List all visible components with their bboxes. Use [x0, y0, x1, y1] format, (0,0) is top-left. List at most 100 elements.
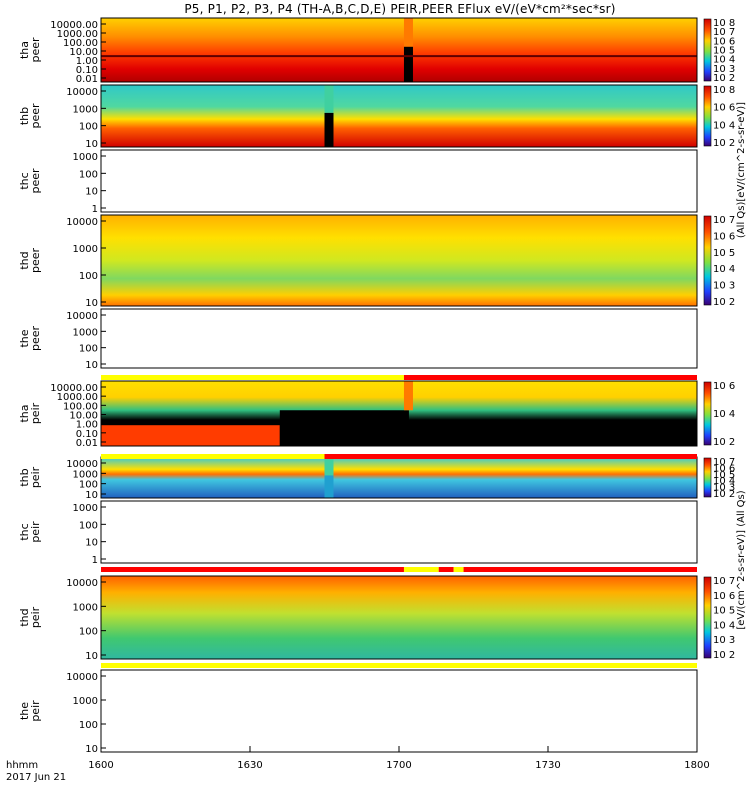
y-tick-label: 100.00: [63, 401, 98, 412]
colorbar-thb-peir: 10 710 610 510 410 310 2: [703, 457, 735, 500]
panel-frame: [100, 17, 698, 83]
y-tick-label: 10.00: [69, 411, 98, 422]
x-tick-label: 1700: [386, 760, 411, 771]
colorbar-tick-label: 10 3: [713, 635, 735, 646]
colorbar-tick-label: 10 7: [713, 215, 735, 226]
spectrogram-image: [101, 457, 697, 498]
mode-bar-segment: [101, 663, 697, 668]
panel-label: peir: [29, 402, 42, 424]
y-tick-label: 10000: [66, 672, 98, 683]
mode-bar-segment: [438, 567, 454, 572]
mode-bar-segment: [453, 567, 464, 572]
y-tick-label: 100: [79, 627, 98, 638]
flagged-column: [324, 85, 334, 113]
y-tick-label: 100.00: [63, 38, 98, 49]
colorbar-tick-label: 10 6: [713, 231, 735, 242]
panel-label: thc: [18, 172, 31, 189]
data-gap: [324, 112, 334, 147]
y-tick-label: 10000: [66, 459, 98, 470]
panel-label: thd: [18, 251, 31, 269]
y-tick-label: 1000.00: [57, 392, 98, 403]
colorbar-tick-label: 10 3: [713, 64, 735, 75]
colorbar-tick-label: 10 7: [713, 576, 735, 587]
y-tick-label: 10000: [66, 578, 98, 589]
colorbar-tick-label: 10 2: [713, 138, 735, 149]
y-tick-label: 100: [79, 344, 98, 355]
colorbar-tick-label: 10 4: [713, 120, 735, 131]
colorbar-tick-label: 10 4: [713, 620, 735, 631]
y-tick-label: 0.10: [76, 429, 98, 440]
mode-bar: [101, 454, 697, 459]
panel-frame: [100, 500, 698, 564]
colorbar-scale: [703, 576, 712, 659]
panel-label: peer: [29, 248, 42, 274]
y-tick-label: 1000: [73, 327, 98, 338]
mode-bar: [101, 567, 697, 572]
panel-label: peer: [29, 37, 42, 63]
colorbar-scale: [703, 85, 712, 147]
colorbar-tick-label: 10 2: [713, 297, 735, 308]
y-tick-label: 0.01: [76, 74, 98, 85]
mode-bar: [101, 663, 697, 668]
x-tick-label: 1730: [535, 760, 560, 771]
panel-frame: [100, 380, 698, 447]
y-tick-label: 1000: [73, 503, 98, 514]
y-tick-label: 100: [79, 520, 98, 531]
y-tick-label: 100: [79, 169, 98, 180]
chart-title: P5, P1, P2, P3, P4 (TH-A,B,C,D,E) PEIR,P…: [184, 2, 616, 16]
y-tick-label: 1000.00: [57, 29, 98, 40]
y-tick-label: 10: [85, 360, 98, 371]
panel-label: thd: [18, 608, 31, 626]
colorbar-tick-label: 10 5: [713, 46, 735, 57]
colorbar-tick-label: 10 2: [713, 73, 735, 84]
panel-label: thb: [18, 468, 31, 486]
mode-bar-segment: [101, 454, 325, 459]
x-tick-label: 1800: [684, 760, 709, 771]
colorbar-tick-label: 10 5: [713, 470, 735, 481]
x-axis-row-label: hhmm: [6, 760, 38, 771]
panel-label: thc: [18, 523, 31, 540]
colorbar-scale: [703, 381, 712, 446]
mode-bar: [101, 375, 697, 380]
data-gap: [403, 46, 413, 82]
y-tick-label: 10000: [66, 217, 98, 228]
y-tick-label: 10.00: [69, 47, 98, 58]
y-tick-label: 1000: [73, 244, 98, 255]
flagged-column: [403, 18, 413, 47]
y-tick-label: 10000: [66, 87, 98, 98]
colorbar-thd-peir: 10 7 10 6 10 5 10 4 10 3 10 2: [703, 576, 735, 661]
y-tick-label: 1000: [73, 602, 98, 613]
colorbar-thb-peer: 10 8 10 6 10 4 10 2: [703, 85, 735, 149]
y-tick-label: 100: [79, 271, 98, 282]
panel-label: the: [18, 702, 31, 720]
panel-frame: [100, 84, 698, 148]
colorbar-titles: (All Qs)[eV/(cm^2-s-sr-eV)] [eV/(cm^2-s-s…: [736, 102, 747, 630]
y-tick-label: 10: [85, 139, 98, 150]
panel-frame: [100, 575, 698, 660]
y-tick-label: 10: [85, 538, 98, 549]
colorbar-tick-label: 10 8: [713, 18, 735, 29]
y-tick-label: 1.00: [76, 420, 98, 431]
colorbar-tick-label: 10 3: [713, 281, 735, 292]
y-tick-label: 0.01: [76, 438, 98, 449]
y-tick-label: 10000: [66, 311, 98, 322]
colorbar-title-lower: [eV/(cm^2-s-sr-eV)] (All Qs): [736, 490, 747, 629]
spectrogram-image: [101, 85, 697, 147]
colorbar-tick-label: 10 6: [713, 36, 735, 47]
y-tick-label: 0.10: [76, 65, 98, 76]
y-tick-label: 10: [85, 490, 98, 501]
panel-label: peir: [29, 700, 42, 722]
spectrogram-panels: 10000.001000.00100.0010.001.000.100.01th…: [18, 17, 698, 755]
y-tick-label: 1000: [73, 152, 98, 163]
x-tick-label: 1600: [88, 760, 113, 771]
mode-bar-segment: [101, 375, 404, 380]
spectrogram-image: [101, 215, 697, 306]
y-tick-label: 1000: [73, 469, 98, 480]
colorbar-tha-peer: 10 810 710 610 510 410 310 2: [703, 18, 735, 84]
panel-label: peir: [29, 521, 42, 543]
colorbar-tick-label: 10 2: [713, 489, 735, 500]
